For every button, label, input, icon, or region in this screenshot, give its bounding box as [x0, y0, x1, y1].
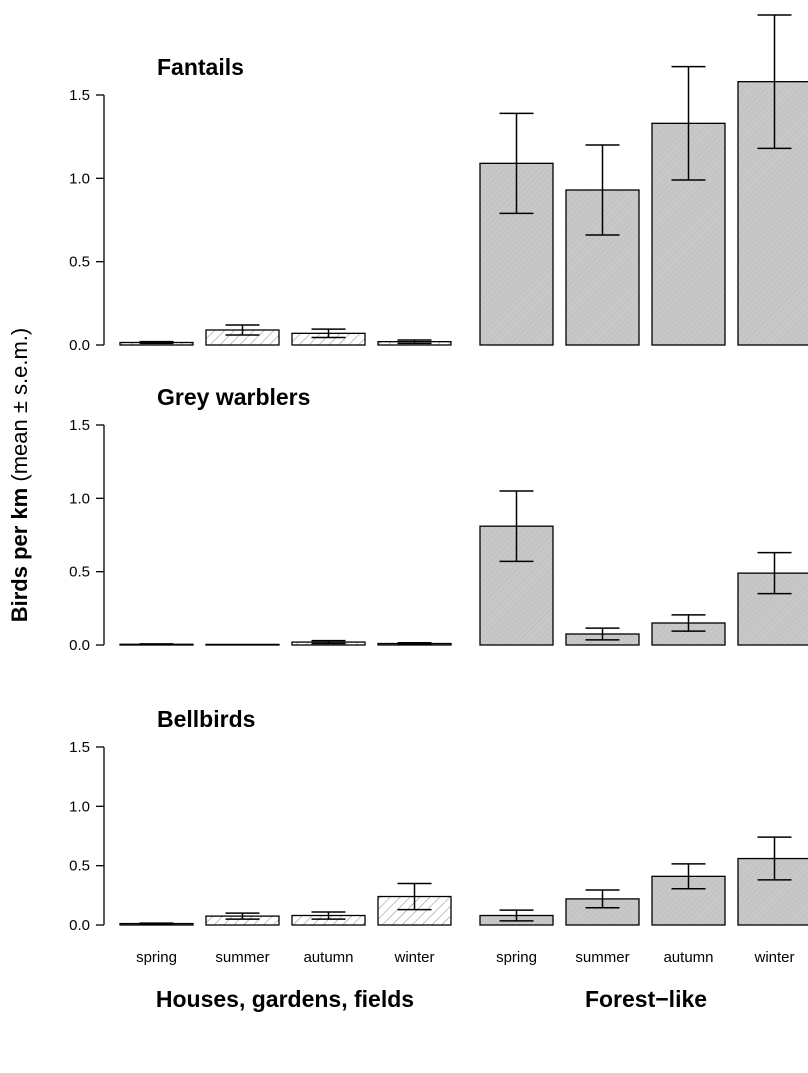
x-tick-label: autumn — [303, 949, 353, 966]
y-tick-label: 0.0 — [69, 637, 90, 654]
x-tick-label: summer — [575, 949, 629, 966]
panel-0: Fantails 0.0 0.5 1.0 1.5 — [69, 14, 808, 354]
panel-2: Bellbirds 0.0 0.5 1.0 1.5 — [69, 706, 808, 934]
y-tick-label: 1.5 — [69, 417, 90, 434]
bar — [737, 857, 808, 926]
panel-title: Bellbirds — [157, 706, 255, 732]
y-tick-label: 1.0 — [69, 170, 90, 187]
panel-title: Grey warblers — [157, 384, 310, 410]
y-tick-label: 0.5 — [69, 564, 90, 581]
y-tick-label: 0.5 — [69, 254, 90, 271]
group-label: Houses, gardens, fields — [156, 986, 414, 1012]
bar — [737, 81, 808, 346]
x-tick-label: autumn — [663, 949, 713, 966]
y-axis-label-bold: Birds per km — [7, 488, 32, 623]
y-tick-label: 1.0 — [69, 490, 90, 507]
y-tick-label: 0.0 — [69, 337, 90, 354]
y-tick-label: 1.0 — [69, 798, 90, 815]
x-tick-label: winter — [753, 949, 794, 966]
x-tick-label: winter — [393, 949, 434, 966]
y-tick-label: 1.5 — [69, 87, 90, 104]
y-axis-label: Birds per km (mean ± s.e.m.) — [7, 328, 32, 623]
x-tick-label: spring — [496, 949, 537, 966]
group-label: Forest−like — [585, 986, 707, 1012]
y-tick-label: 0.5 — [69, 858, 90, 875]
x-tick-label: spring — [136, 949, 177, 966]
y-axis-label-rest: (mean ± s.e.m.) — [7, 328, 32, 488]
y-tick-label: 1.5 — [69, 739, 90, 756]
panel-title: Fantails — [157, 54, 244, 80]
panel-1: Grey warblers 0.0 0.5 1.0 1.5 — [69, 384, 808, 654]
y-tick-label: 0.0 — [69, 917, 90, 934]
bar — [737, 572, 808, 646]
bar — [205, 643, 280, 646]
x-tick-label: summer — [215, 949, 269, 966]
